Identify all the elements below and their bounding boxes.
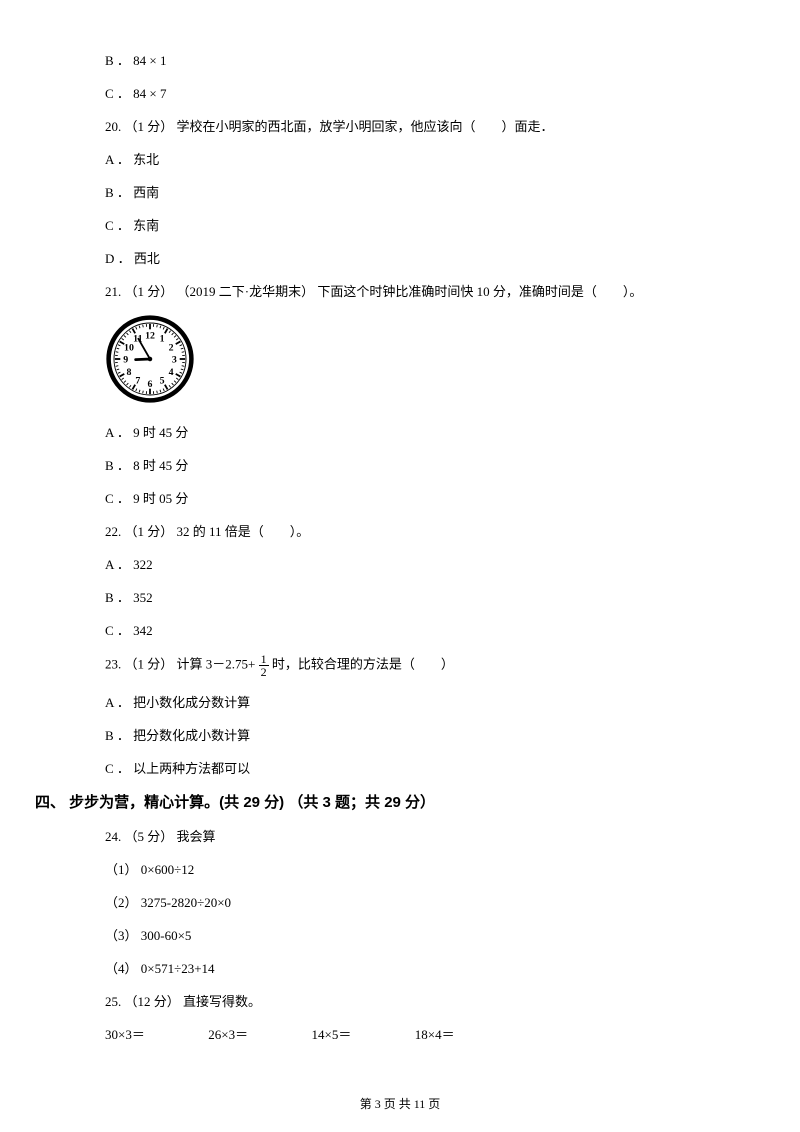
q23-suffix: 时，比较合理的方法是（ ） [269, 656, 454, 671]
q20-option-d: D ． 西北 [105, 248, 730, 267]
q23-option-b: B ． 把分数化成小数计算 [105, 725, 730, 744]
section-4-heading: 四、 步步为营，精心计算。(共 29 分) （共 3 题；共 29 分） [35, 791, 730, 812]
page-footer: 第 3 页 共 11 页 [0, 1095, 800, 1112]
q23-prefix: 23. （1 分） 计算 3－2.75+ [105, 656, 259, 671]
q21-option-a: A ． 9 时 45 分 [105, 422, 730, 441]
q22-option-c: C ． 342 [105, 620, 730, 639]
svg-text:7: 7 [135, 376, 140, 387]
q19-option-c: C ． 84 × 7 [105, 83, 730, 102]
q24-sub4: （4） 0×571÷23+14 [105, 958, 730, 977]
q21-option-c: C ． 9 时 05 分 [105, 488, 730, 507]
svg-text:8: 8 [126, 367, 131, 378]
q20-text: 20. （1 分） 学校在小明家的西北面，放学小明回家，他应该向（ ）面走． [105, 116, 730, 135]
fraction-one-half: 12 [259, 653, 269, 678]
q22-option-a: A ． 322 [105, 554, 730, 573]
svg-text:6: 6 [148, 379, 153, 390]
q21-option-b: B ． 8 时 45 分 [105, 455, 730, 474]
svg-text:2: 2 [169, 342, 174, 353]
q25-r1-c1: 30×3＝ [105, 1024, 205, 1043]
svg-text:4: 4 [169, 367, 174, 378]
q25-r1-c4: 18×4＝ [415, 1024, 515, 1043]
q24-sub3: （3） 300-60×5 [105, 925, 730, 944]
q24-text: 24. （5 分） 我会算 [105, 826, 730, 845]
q25-row1: 30×3＝ 26×3＝ 14×5＝ 18×4＝ [105, 1024, 730, 1043]
q23-option-a: A ． 把小数化成分数计算 [105, 692, 730, 711]
q20-option-c: C ． 东南 [105, 215, 730, 234]
clock-image: 123456789101112 [105, 314, 730, 408]
q21-text: 21. （1 分） （2019 二下·龙华期末） 下面这个时钟比准确时间快 10… [105, 281, 730, 300]
q22-option-b: B ． 352 [105, 587, 730, 606]
q25-text: 25. （12 分） 直接写得数。 [105, 991, 730, 1010]
q23-option-c: C ． 以上两种方法都可以 [105, 758, 730, 777]
q23-text: 23. （1 分） 计算 3－2.75+ 12 时，比较合理的方法是（ ） [105, 653, 730, 678]
svg-text:9: 9 [123, 355, 128, 366]
svg-text:3: 3 [172, 355, 177, 366]
svg-text:12: 12 [145, 330, 155, 341]
svg-text:5: 5 [160, 376, 165, 387]
q24-sub1: （1） 0×600÷12 [105, 859, 730, 878]
q25-r1-c3: 14×5＝ [312, 1024, 412, 1043]
q24-sub2: （2） 3275-2820÷20×0 [105, 892, 730, 911]
q20-option-b: B ． 西南 [105, 182, 730, 201]
svg-text:1: 1 [160, 334, 165, 345]
q22-text: 22. （1 分） 32 的 11 倍是（ ）。 [105, 521, 730, 540]
q19-option-b: B ． 84 × 1 [105, 50, 730, 69]
q25-r1-c2: 26×3＝ [208, 1024, 308, 1043]
fraction-denominator: 2 [259, 666, 269, 678]
q20-option-a: A ． 东北 [105, 149, 730, 168]
